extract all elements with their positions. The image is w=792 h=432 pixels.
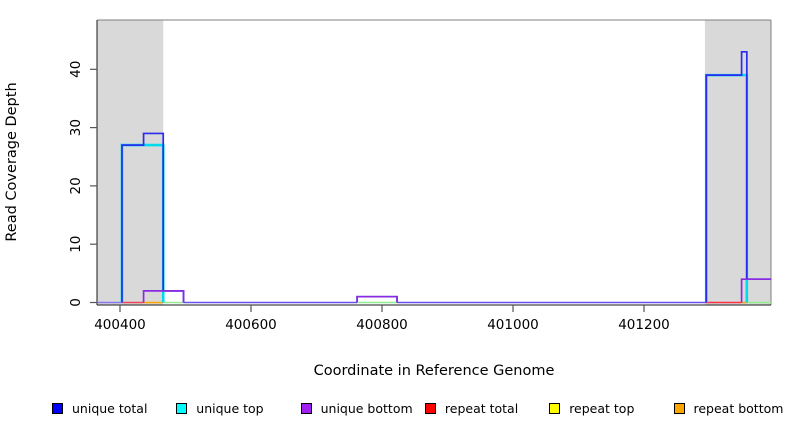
series-unique-bottom [356, 295, 398, 303]
legend-label: repeat total [444, 400, 519, 416]
legend-item-unique-bottom: unique bottom [300, 399, 413, 417]
legend-item-unique-top: unique top [176, 399, 264, 417]
legend-swatch-repeat-bottom [673, 402, 685, 414]
legend-label: repeat top [569, 400, 635, 416]
series-unique-total [356, 295, 398, 303]
legend-label: unique bottom [320, 400, 413, 416]
x-tick-label: 400400 [94, 317, 146, 333]
chart-legend: unique total unique top unique bottom repea… [0, 399, 792, 419]
x-tick-label: 400600 [225, 317, 277, 333]
series-unique-bottom [142, 289, 185, 303]
y-tick-label: 20 [68, 177, 84, 194]
y-tick-label: 10 [68, 236, 84, 253]
legend-swatch-unique-bottom [300, 402, 312, 414]
x-tick-label: 401000 [487, 317, 539, 333]
repeat-region-band-1 [704, 20, 772, 305]
x-axis-label: Coordinate in Reference Genome [313, 363, 555, 379]
legend-swatch-unique-total [52, 402, 63, 414]
x-tick-label: 400800 [356, 317, 408, 333]
y-tick-label: 30 [68, 119, 84, 136]
legend-item-repeat-total: repeat total [424, 399, 519, 417]
x-tick-label: 401200 [618, 317, 670, 333]
legend-swatch-repeat-top [549, 402, 561, 414]
y-axis-label: Read Coverage Depth [4, 82, 20, 242]
legend-item-repeat-top: repeat top [549, 399, 634, 417]
legend-swatch-repeat-total [424, 402, 436, 414]
legend-swatch-unique-top [176, 402, 188, 414]
legend-item-repeat-bottom: repeat bottom [673, 399, 784, 417]
y-tick-label: 0 [68, 298, 84, 307]
legend-label: repeat bottom [693, 400, 784, 416]
legend-label: unique top [196, 400, 264, 416]
repeat-region-band-0 [97, 20, 164, 305]
series-unique-bottom [740, 278, 772, 303]
y-tick-label: 40 [68, 61, 84, 78]
legend-item-unique-total: unique total [52, 399, 147, 417]
legend-label: unique total [72, 400, 148, 416]
